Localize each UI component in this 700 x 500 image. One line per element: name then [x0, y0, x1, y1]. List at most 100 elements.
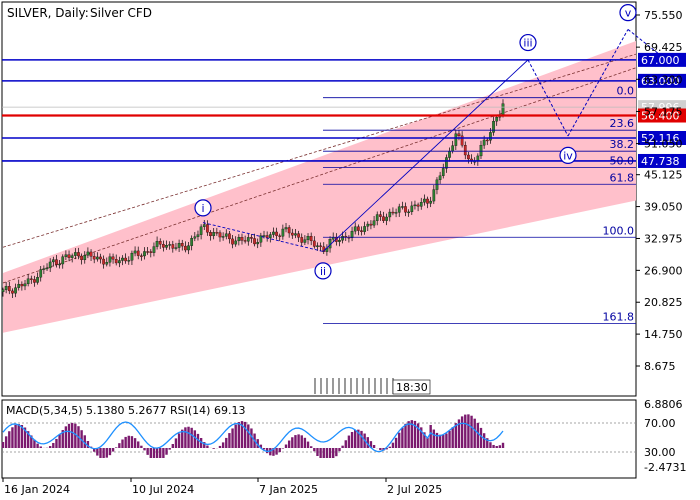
- wave-label: iii: [523, 37, 532, 50]
- candle-body: [86, 251, 90, 256]
- rsi-line: [2, 421, 504, 453]
- wave-label-circle: [194, 199, 212, 217]
- candle-body: [435, 179, 439, 190]
- price-level-tag: [638, 108, 686, 123]
- candle-body: [231, 238, 234, 245]
- chart-instrument: Silver CFD: [90, 6, 152, 20]
- candle-body: [385, 216, 388, 221]
- price-level-tag: [638, 130, 686, 145]
- candle-body: [413, 204, 417, 207]
- candle-body: [155, 240, 159, 247]
- candle-body: [124, 257, 127, 262]
- candle-body: [350, 230, 354, 238]
- candle-body: [206, 224, 209, 233]
- price-axis-label: 14.750: [644, 328, 683, 341]
- time-marker-label: 18:30: [396, 381, 428, 394]
- candle-body: [290, 232, 294, 236]
- candle-body: [165, 245, 168, 248]
- candle-body: [80, 255, 83, 261]
- candle-body: [105, 262, 109, 265]
- candle-body: [55, 259, 58, 265]
- candle-body: [316, 245, 319, 247]
- candle-body: [275, 231, 278, 236]
- candle-body: [363, 226, 366, 232]
- candle-body: [152, 246, 156, 253]
- candle-body: [228, 233, 231, 240]
- price-level-label: 56.400: [641, 110, 680, 123]
- candle-body: [278, 235, 282, 237]
- candle-body: [215, 232, 219, 234]
- channel-dotted-line: [2, 67, 637, 284]
- candle-body: [64, 254, 68, 257]
- indicator-axis-label: 30.00: [644, 446, 676, 459]
- candle-body: [287, 227, 291, 234]
- candle-body: [102, 258, 105, 265]
- candle-body: [146, 251, 150, 253]
- candle-body: [190, 238, 194, 246]
- candle-body: [33, 279, 36, 283]
- candle-body: [369, 223, 373, 226]
- candle-body: [51, 259, 55, 263]
- candle-body: [397, 206, 401, 213]
- candle-body: [272, 231, 275, 235]
- candle-body: [448, 151, 451, 158]
- candle-body: [224, 233, 228, 237]
- time-axis-label: 10 Jul 2024: [132, 483, 194, 496]
- price-level-tag: [638, 52, 686, 67]
- candle-body: [306, 236, 310, 240]
- candle-body: [42, 268, 46, 270]
- candle-body: [375, 214, 379, 221]
- candle-body: [391, 211, 395, 214]
- candle-body: [284, 227, 288, 230]
- price-axis-label: 57.175: [644, 105, 683, 118]
- candle-body: [379, 214, 382, 217]
- candle-body: [454, 133, 458, 146]
- candle-body: [45, 267, 49, 270]
- candle-body: [58, 263, 61, 266]
- fib-label: 61.8: [610, 171, 635, 184]
- candle-body: [445, 157, 448, 169]
- candle-body: [246, 237, 250, 242]
- candle-body: [114, 259, 118, 264]
- wave-label-circle: [619, 4, 637, 22]
- indicator-axis-label: -2.4731: [644, 461, 686, 474]
- candle-body: [256, 242, 260, 245]
- candle-body: [366, 223, 370, 227]
- candle-body: [162, 244, 165, 248]
- price-level-tag: [638, 73, 686, 88]
- wave-line: [527, 59, 569, 137]
- candle-body: [388, 211, 392, 218]
- candle-body: [404, 206, 407, 213]
- price-level-label: 47.738: [641, 155, 680, 168]
- candle-body: [338, 240, 341, 242]
- candle-body: [240, 237, 244, 241]
- indicator-axis-label: 70.00: [644, 417, 676, 430]
- candle-body: [410, 205, 414, 213]
- candle-body: [303, 239, 307, 243]
- price-axis-label: 63.300: [644, 73, 683, 86]
- price-axis-label: 8.675: [644, 360, 676, 373]
- candle-body: [485, 139, 489, 142]
- wave-line: [567, 29, 629, 137]
- indicator-title: MACD(5,34,5) 5.1380 5.2677 RSI(14) 69.13: [6, 404, 245, 417]
- candle-body: [1, 289, 5, 293]
- candle-body: [463, 145, 467, 156]
- candle-body: [432, 189, 436, 202]
- price-axis-label: 75.550: [644, 9, 683, 22]
- candle-body: [253, 238, 256, 245]
- wave-line: [202, 222, 324, 252]
- candle-body: [419, 202, 423, 207]
- candle-body: [492, 121, 495, 133]
- candle-body: [196, 234, 200, 237]
- wave-label: ii: [320, 265, 326, 278]
- candle-body: [92, 256, 96, 260]
- candle-body: [70, 255, 74, 258]
- price-axis-label: 39.050: [644, 201, 683, 214]
- wave-line: [627, 29, 664, 58]
- candle-body: [234, 240, 238, 245]
- candle-body: [83, 255, 87, 261]
- fib-label: 23.6: [610, 117, 635, 130]
- candle-body: [300, 237, 304, 243]
